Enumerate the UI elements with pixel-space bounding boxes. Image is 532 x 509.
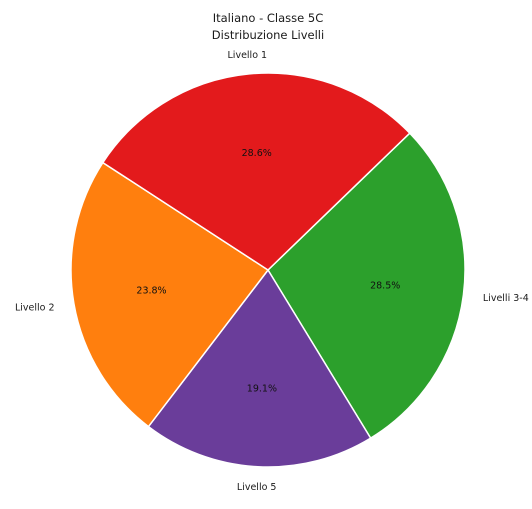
slice-label: Livello 2 <box>15 302 55 313</box>
chart-title: Italiano - Classe 5C <box>213 11 324 25</box>
slice-label: Livello 1 <box>228 50 268 61</box>
pie-slice-livello-5 <box>147 269 372 468</box>
slice-percent-label: 28.6% <box>242 148 272 159</box>
pie-slices <box>70 72 466 468</box>
slice-percent-label: 19.1% <box>247 384 277 395</box>
slice-percent-label: 28.5% <box>370 281 400 292</box>
pie-labels: Livelli 3-4 28.5% Livello 5 19.1% Livello 2 2… <box>15 50 529 493</box>
pie-slice-livello-2 <box>70 161 269 428</box>
slice-label: Livello 5 <box>237 482 277 493</box>
chart-subtitle: Distribuzione Livelli <box>212 28 324 42</box>
pie-slice-livello-1 <box>102 72 411 271</box>
slice-label: Livelli 3-4 <box>483 293 529 304</box>
slice-percent-label: 23.8% <box>136 286 166 297</box>
pie-slice-livelli-3-4 <box>267 132 466 439</box>
